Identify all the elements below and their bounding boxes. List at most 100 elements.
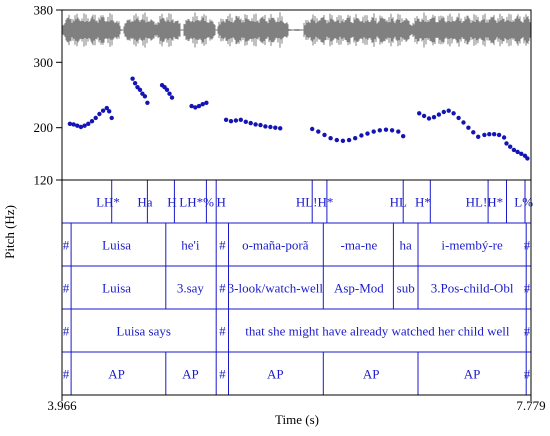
tier-label-tones: HL!H*: [466, 195, 504, 210]
tier-label-tones: HL!H*: [296, 195, 334, 210]
tier-label-gloss: 3.say: [177, 281, 205, 296]
textgrid-frame: [61, 179, 532, 396]
pitch-point: [396, 129, 401, 134]
pitch-point: [515, 149, 520, 155]
pitch-point: [436, 112, 442, 117]
pitch-point: [258, 122, 263, 128]
pitch-point: [426, 116, 432, 121]
tier-label-words: he'i: [181, 238, 200, 253]
tier-label-tones: HL: [390, 195, 407, 210]
tier-label-words: Luisa: [102, 238, 131, 253]
tier-label-tones: H: [217, 195, 226, 210]
tier-label-phrases: AP: [182, 367, 199, 382]
tier-label-words: #: [63, 238, 70, 253]
y-axis-ticks: 380 300 200 120: [34, 3, 62, 188]
pitch-point: [496, 132, 502, 138]
tier-label-translation: #: [219, 324, 226, 339]
tier-label-words: #: [219, 238, 226, 253]
tier-label-phrases: #: [219, 367, 226, 382]
pitch-point: [233, 118, 239, 123]
tier-label-gloss: Asp-Mod: [334, 281, 384, 296]
pitch-point: [310, 126, 315, 132]
pitch-point: [365, 131, 370, 136]
pitch-point: [193, 105, 198, 110]
pitch-point: [461, 120, 466, 125]
pitch-point: [109, 115, 114, 121]
pitch-point: [278, 126, 283, 131]
pitch-point: [130, 76, 135, 81]
pitch-point: [67, 121, 73, 127]
tier-label-phrases: AP: [108, 367, 125, 382]
pitch-point: [196, 103, 202, 109]
pitch-point: [145, 100, 150, 106]
pitch-point: [248, 120, 253, 126]
pitch-point: [322, 132, 327, 138]
tier-label-phrases: AP: [464, 367, 481, 382]
y-tick-label: 300: [34, 55, 54, 70]
pitch-point: [508, 144, 513, 149]
tier-label-tones: H*: [415, 195, 431, 210]
tier-label-tones: Ha: [137, 195, 152, 210]
pitch-point: [346, 137, 352, 143]
pitch-point: [501, 135, 507, 140]
tier-label-words: ha: [400, 238, 413, 253]
tier-label-gloss: 3.Pos-child-Obl: [431, 281, 514, 296]
tier-label-tones: LH*%: [179, 195, 214, 210]
pitch-point: [417, 111, 422, 116]
pitch-point: [107, 109, 112, 114]
pitch-point: [268, 124, 273, 130]
y-tick-label: 120: [34, 173, 54, 188]
tier-label-phrases: #: [524, 367, 531, 382]
pitch-point: [334, 137, 339, 143]
pitch-point: [359, 133, 364, 138]
tier-label-words: #: [524, 238, 531, 253]
pitch-point: [328, 136, 333, 141]
pitch-point: [93, 115, 98, 121]
pitch-point: [371, 129, 376, 134]
pitch-point: [89, 119, 95, 124]
tier-label-words: o-maña-porã: [242, 238, 309, 253]
y-tick-label: 380: [34, 3, 54, 18]
waveform: [62, 12, 531, 48]
pitch-point: [446, 108, 451, 113]
pitch-point: [471, 130, 476, 135]
pitch-point: [504, 141, 509, 146]
pitch-point: [200, 102, 205, 107]
pitch-point: [223, 117, 229, 123]
tier-label-translation: that she might have already watched her …: [245, 324, 510, 339]
pitch-point: [456, 115, 461, 121]
pitch-point: [100, 108, 106, 113]
tier-label-gloss: sub: [397, 281, 415, 296]
pitch-point: [243, 119, 248, 125]
x-axis-label: Time (s): [275, 412, 319, 427]
pitch-point: [492, 132, 497, 137]
pitch-point: [75, 123, 80, 128]
pitch-point: [238, 117, 243, 123]
tier-label-gloss: #: [63, 281, 70, 296]
pitch-point: [377, 128, 382, 133]
pitch-point: [482, 132, 487, 138]
pitch-point: [487, 132, 492, 137]
pitch-point: [451, 111, 456, 116]
pitch-point: [353, 136, 358, 141]
pitch-point: [383, 127, 389, 132]
tier-label-gloss: #: [219, 281, 226, 296]
pitch-point: [525, 156, 530, 161]
pitch-point: [132, 81, 138, 86]
pitch-point: [189, 103, 194, 109]
pitch-point: [476, 134, 481, 139]
pitch-point: [263, 124, 268, 129]
tier-label-translation: #: [63, 324, 70, 339]
pitch-point: [389, 128, 395, 133]
pitch-track: [67, 76, 530, 161]
pitch-point: [86, 121, 91, 127]
tier-label-phrases: AP: [267, 367, 284, 382]
pitch-point: [169, 95, 175, 100]
pitch-point: [466, 125, 471, 130]
pitch-point: [511, 147, 517, 153]
tier-label-gloss: Luisa: [102, 281, 131, 296]
y-axis-label: Pitch (Hz): [2, 205, 17, 259]
pitch-point: [97, 111, 102, 117]
tier-label-translation: Luisa says: [116, 324, 171, 339]
